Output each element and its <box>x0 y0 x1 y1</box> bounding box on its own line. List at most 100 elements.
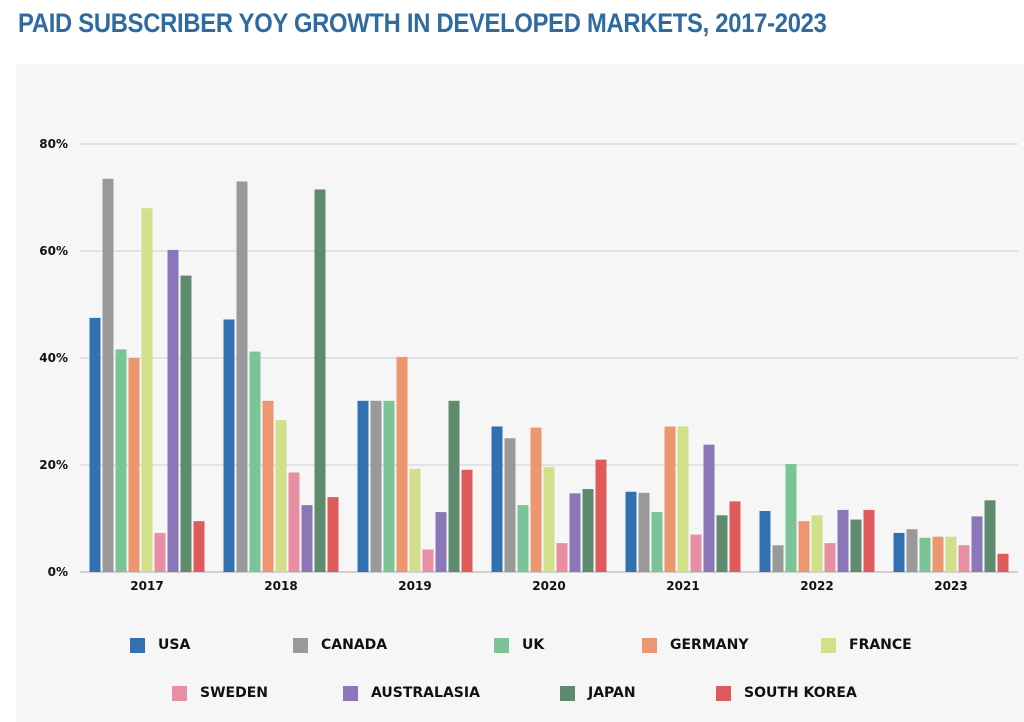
legend-swatch <box>130 637 145 653</box>
bar-south-korea-2019 <box>461 469 473 572</box>
bar-usa-2019 <box>357 400 369 572</box>
bar-uk-2022 <box>785 463 797 572</box>
bar-australasia-2020 <box>569 493 581 572</box>
bar-sweden-2019 <box>422 549 434 572</box>
legend-item-south-korea[interactable]: SOUTH KOREA <box>716 685 857 701</box>
bar-germany-2021 <box>664 426 676 572</box>
bar-south-korea-2022 <box>863 509 875 572</box>
bar-usa-2020 <box>491 426 503 572</box>
y-axis-ticks: 0% 20% 40% 60% 80% <box>39 137 68 579</box>
legend-label: GERMANY <box>670 637 749 653</box>
bar-south-korea-2021 <box>729 501 741 572</box>
bar-sweden-2023 <box>958 545 970 572</box>
legend-item-canada[interactable]: CANADA <box>293 637 387 653</box>
x-tick-label: 2019 <box>398 579 431 593</box>
bar-france-2018 <box>275 420 287 572</box>
bar-canada-2018 <box>236 181 248 572</box>
x-tick-label: 2022 <box>800 579 833 593</box>
legend-swatch <box>172 685 187 701</box>
legend-item-usa[interactable]: USA <box>130 637 190 653</box>
bar-usa-2017 <box>89 317 101 572</box>
bar-japan-2022 <box>850 519 862 572</box>
bar-sweden-2018 <box>288 472 300 572</box>
bar-uk-2019 <box>383 400 395 572</box>
legend-label: SOUTH KOREA <box>744 685 857 701</box>
legend-label: USA <box>158 637 191 653</box>
bar-sweden-2017 <box>154 532 166 572</box>
bar-germany-2019 <box>396 356 408 572</box>
legend-label: JAPAN <box>588 685 636 701</box>
bar-germany-2023 <box>932 536 944 572</box>
bar-france-2023 <box>945 536 957 572</box>
legend-item-uk[interactable]: UK <box>494 637 544 653</box>
x-tick-label: 2018 <box>264 579 297 593</box>
bar-japan-2018 <box>314 189 326 572</box>
legend-label: SWEDEN <box>200 685 268 701</box>
bar-sweden-2021 <box>690 534 702 572</box>
x-axis-ticks: 2017 2018 2019 2020 2021 2022 2023 <box>130 579 967 593</box>
bar-australasia-2017 <box>167 249 179 572</box>
bar-japan-2021 <box>716 515 728 572</box>
legend-item-sweden[interactable]: SWEDEN <box>172 685 268 701</box>
bar-sweden-2020 <box>556 543 568 572</box>
legend-item-germany[interactable]: GERMANY <box>642 637 748 653</box>
y-tick-label: 60% <box>39 244 68 258</box>
bar-japan-2020 <box>582 489 594 572</box>
bar-south-korea-2017 <box>193 521 205 572</box>
legend-swatch <box>716 685 731 701</box>
bar-france-2017 <box>141 208 153 572</box>
legend-swatch <box>494 637 509 653</box>
legend-item-japan[interactable]: JAPAN <box>560 685 636 701</box>
y-tick-label: 40% <box>39 351 68 365</box>
bar-australasia-2021 <box>703 444 715 572</box>
legend-item-australasia[interactable]: AUSTRALASIA <box>343 685 480 701</box>
bar-australasia-2022 <box>837 509 849 572</box>
x-tick-label: 2021 <box>666 579 699 593</box>
y-tick-label: 20% <box>39 458 68 472</box>
bar-france-2020 <box>543 467 555 572</box>
legend-label: UK <box>522 637 545 653</box>
legend-item-france[interactable]: FRANCE <box>821 637 912 653</box>
bar-australasia-2019 <box>435 512 447 572</box>
bar-germany-2022 <box>798 521 810 572</box>
bar-usa-2021 <box>625 491 637 572</box>
legend-label: AUSTRALASIA <box>371 685 480 701</box>
bar-japan-2019 <box>448 400 460 572</box>
bar-sweden-2022 <box>824 543 836 572</box>
bars <box>89 178 1009 572</box>
bar-france-2022 <box>811 515 823 572</box>
bar-uk-2023 <box>919 537 931 572</box>
bar-canada-2019 <box>370 400 382 572</box>
bar-south-korea-2018 <box>327 497 339 572</box>
bar-france-2021 <box>677 426 689 572</box>
bar-canada-2017 <box>102 178 114 572</box>
legend-swatch <box>642 637 657 653</box>
legend-swatch <box>821 637 836 653</box>
y-tick-label: 80% <box>39 137 68 151</box>
bar-japan-2023 <box>984 500 996 572</box>
bar-germany-2020 <box>530 427 542 572</box>
bar-canada-2020 <box>504 438 516 572</box>
bar-usa-2023 <box>893 532 905 572</box>
bar-uk-2017 <box>115 349 127 572</box>
bar-uk-2018 <box>249 351 261 572</box>
bar-germany-2018 <box>262 400 274 572</box>
y-tick-label: 0% <box>48 565 68 579</box>
legend-label: FRANCE <box>849 637 912 653</box>
bar-uk-2021 <box>651 512 663 572</box>
bar-canada-2021 <box>638 492 650 572</box>
bar-south-korea-2023 <box>997 553 1009 572</box>
legend-swatch <box>560 685 575 701</box>
legend-label: CANADA <box>321 637 388 653</box>
x-tick-label: 2020 <box>532 579 565 593</box>
legend-swatch <box>293 637 308 653</box>
x-tick-label: 2017 <box>130 579 163 593</box>
bar-australasia-2023 <box>971 516 983 572</box>
bar-canada-2022 <box>772 545 784 572</box>
bar-japan-2017 <box>180 275 192 572</box>
bar-south-korea-2020 <box>595 459 607 572</box>
bar-australasia-2018 <box>301 505 313 572</box>
bar-canada-2023 <box>906 529 918 572</box>
